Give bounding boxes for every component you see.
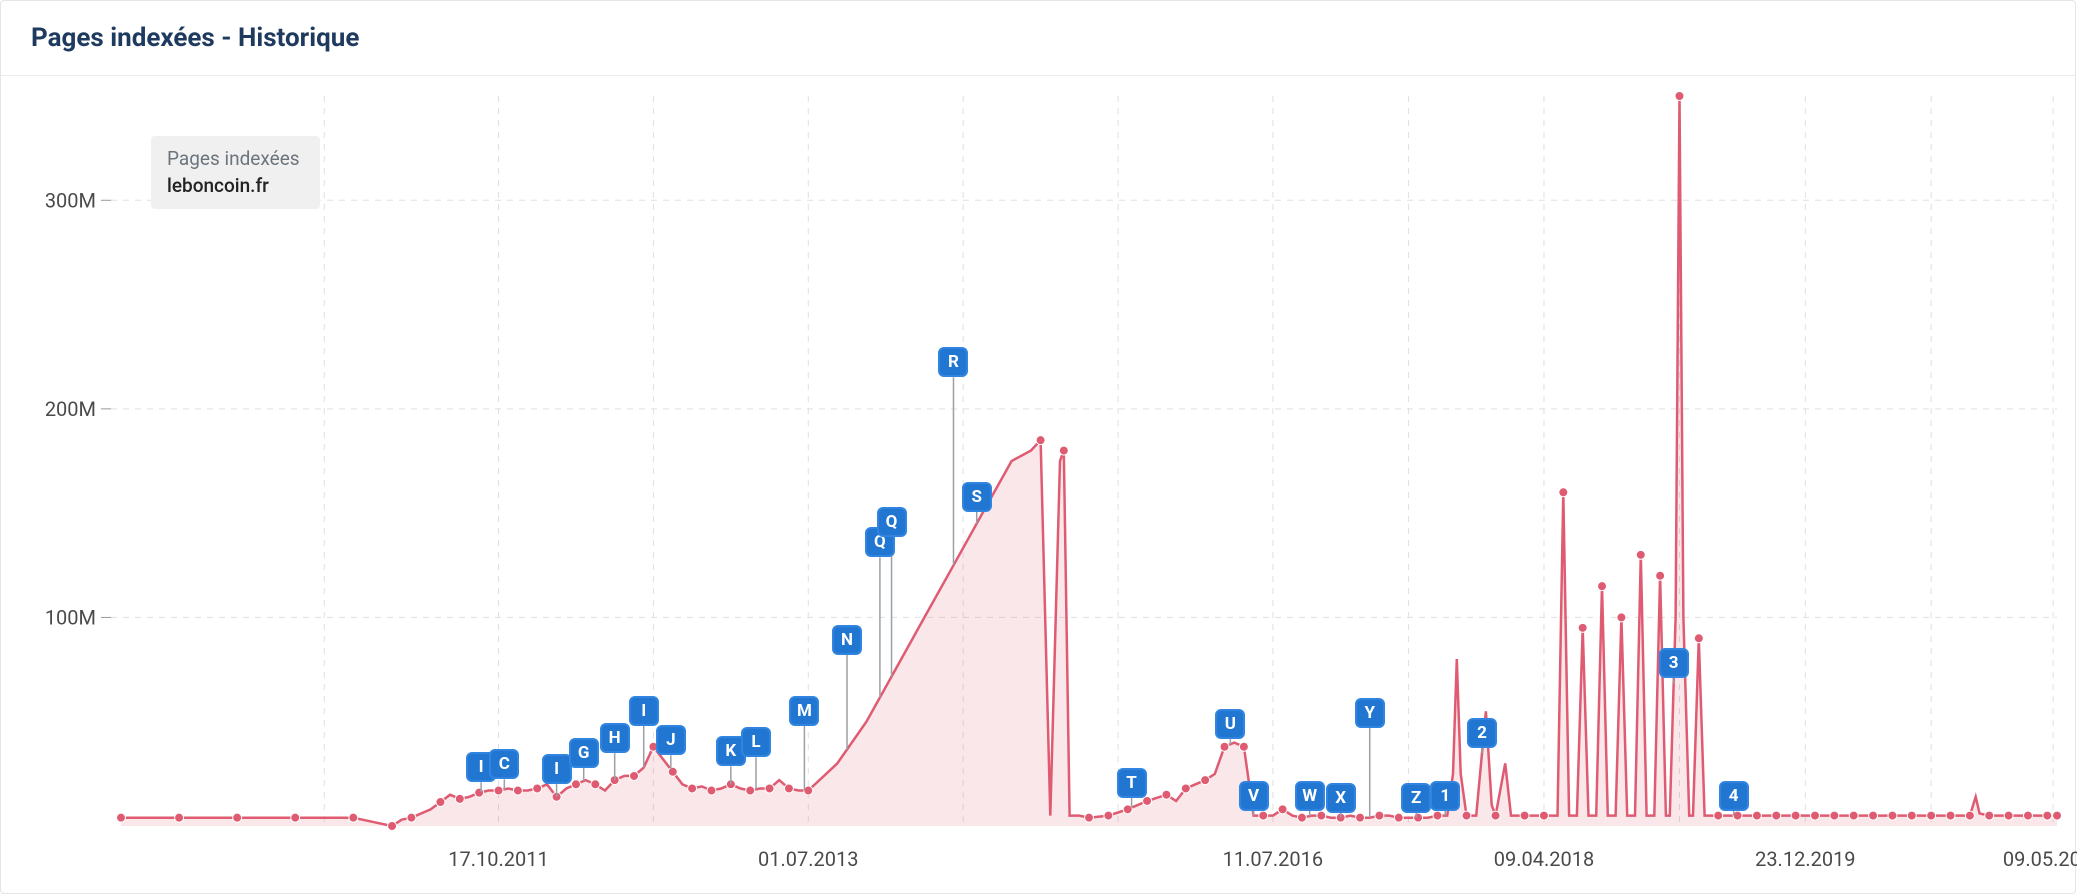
- event-marker-S[interactable]: S: [962, 482, 992, 512]
- event-marker-Y[interactable]: Y: [1355, 698, 1385, 728]
- event-marker-L[interactable]: L: [741, 727, 771, 757]
- chart-panel: Pages indexées - Historique Pages indexé…: [0, 0, 2076, 894]
- event-marker-T[interactable]: T: [1117, 768, 1147, 798]
- event-marker-W[interactable]: W: [1295, 781, 1325, 811]
- event-marker-1[interactable]: 1: [1430, 781, 1460, 811]
- svg-text:200M: 200M: [45, 397, 96, 421]
- event-marker-J[interactable]: J: [656, 725, 686, 755]
- svg-text:17.10.2011: 17.10.2011: [448, 847, 548, 871]
- svg-text:100M: 100M: [45, 605, 96, 629]
- chart-area[interactable]: Pages indexées leboncoin.fr 100M 200M 300M…: [1, 76, 2075, 896]
- svg-text:300M: 300M: [45, 188, 96, 212]
- legend-site: leboncoin.fr: [167, 173, 300, 200]
- panel-title: Pages indexées - Historique: [31, 23, 359, 53]
- svg-text:11.07.2016: 11.07.2016: [1223, 847, 1323, 871]
- event-marker-2[interactable]: 2: [1467, 718, 1497, 748]
- svg-text:09.04.2018: 09.04.2018: [1494, 847, 1594, 871]
- event-marker-N[interactable]: N: [832, 625, 862, 655]
- event-marker-R[interactable]: R: [938, 347, 968, 377]
- event-marker-H[interactable]: H: [600, 723, 630, 753]
- legend-header: Pages indexées: [167, 146, 300, 173]
- event-marker-I[interactable]: I: [629, 696, 659, 726]
- event-marker-Q[interactable]: Q: [877, 507, 907, 537]
- svg-text:09.05.2022: 09.05.2022: [2003, 847, 2077, 871]
- event-marker-Z[interactable]: Z: [1401, 783, 1431, 813]
- svg-text:01.07.2013: 01.07.2013: [758, 847, 858, 871]
- event-marker-G[interactable]: G: [569, 738, 599, 768]
- event-marker-V[interactable]: V: [1239, 781, 1269, 811]
- svg-text:23.12.2019: 23.12.2019: [1755, 847, 1855, 871]
- panel-header: Pages indexées - Historique: [1, 1, 2075, 76]
- event-marker-U[interactable]: U: [1215, 709, 1245, 739]
- legend-box[interactable]: Pages indexées leboncoin.fr: [151, 136, 320, 209]
- event-marker-C[interactable]: C: [489, 749, 519, 779]
- event-marker-3[interactable]: 3: [1659, 648, 1689, 678]
- event-marker-X[interactable]: X: [1326, 783, 1356, 813]
- event-marker-M[interactable]: M: [789, 696, 819, 726]
- event-marker-4[interactable]: 4: [1719, 781, 1749, 811]
- event-marker-I[interactable]: I: [542, 754, 572, 784]
